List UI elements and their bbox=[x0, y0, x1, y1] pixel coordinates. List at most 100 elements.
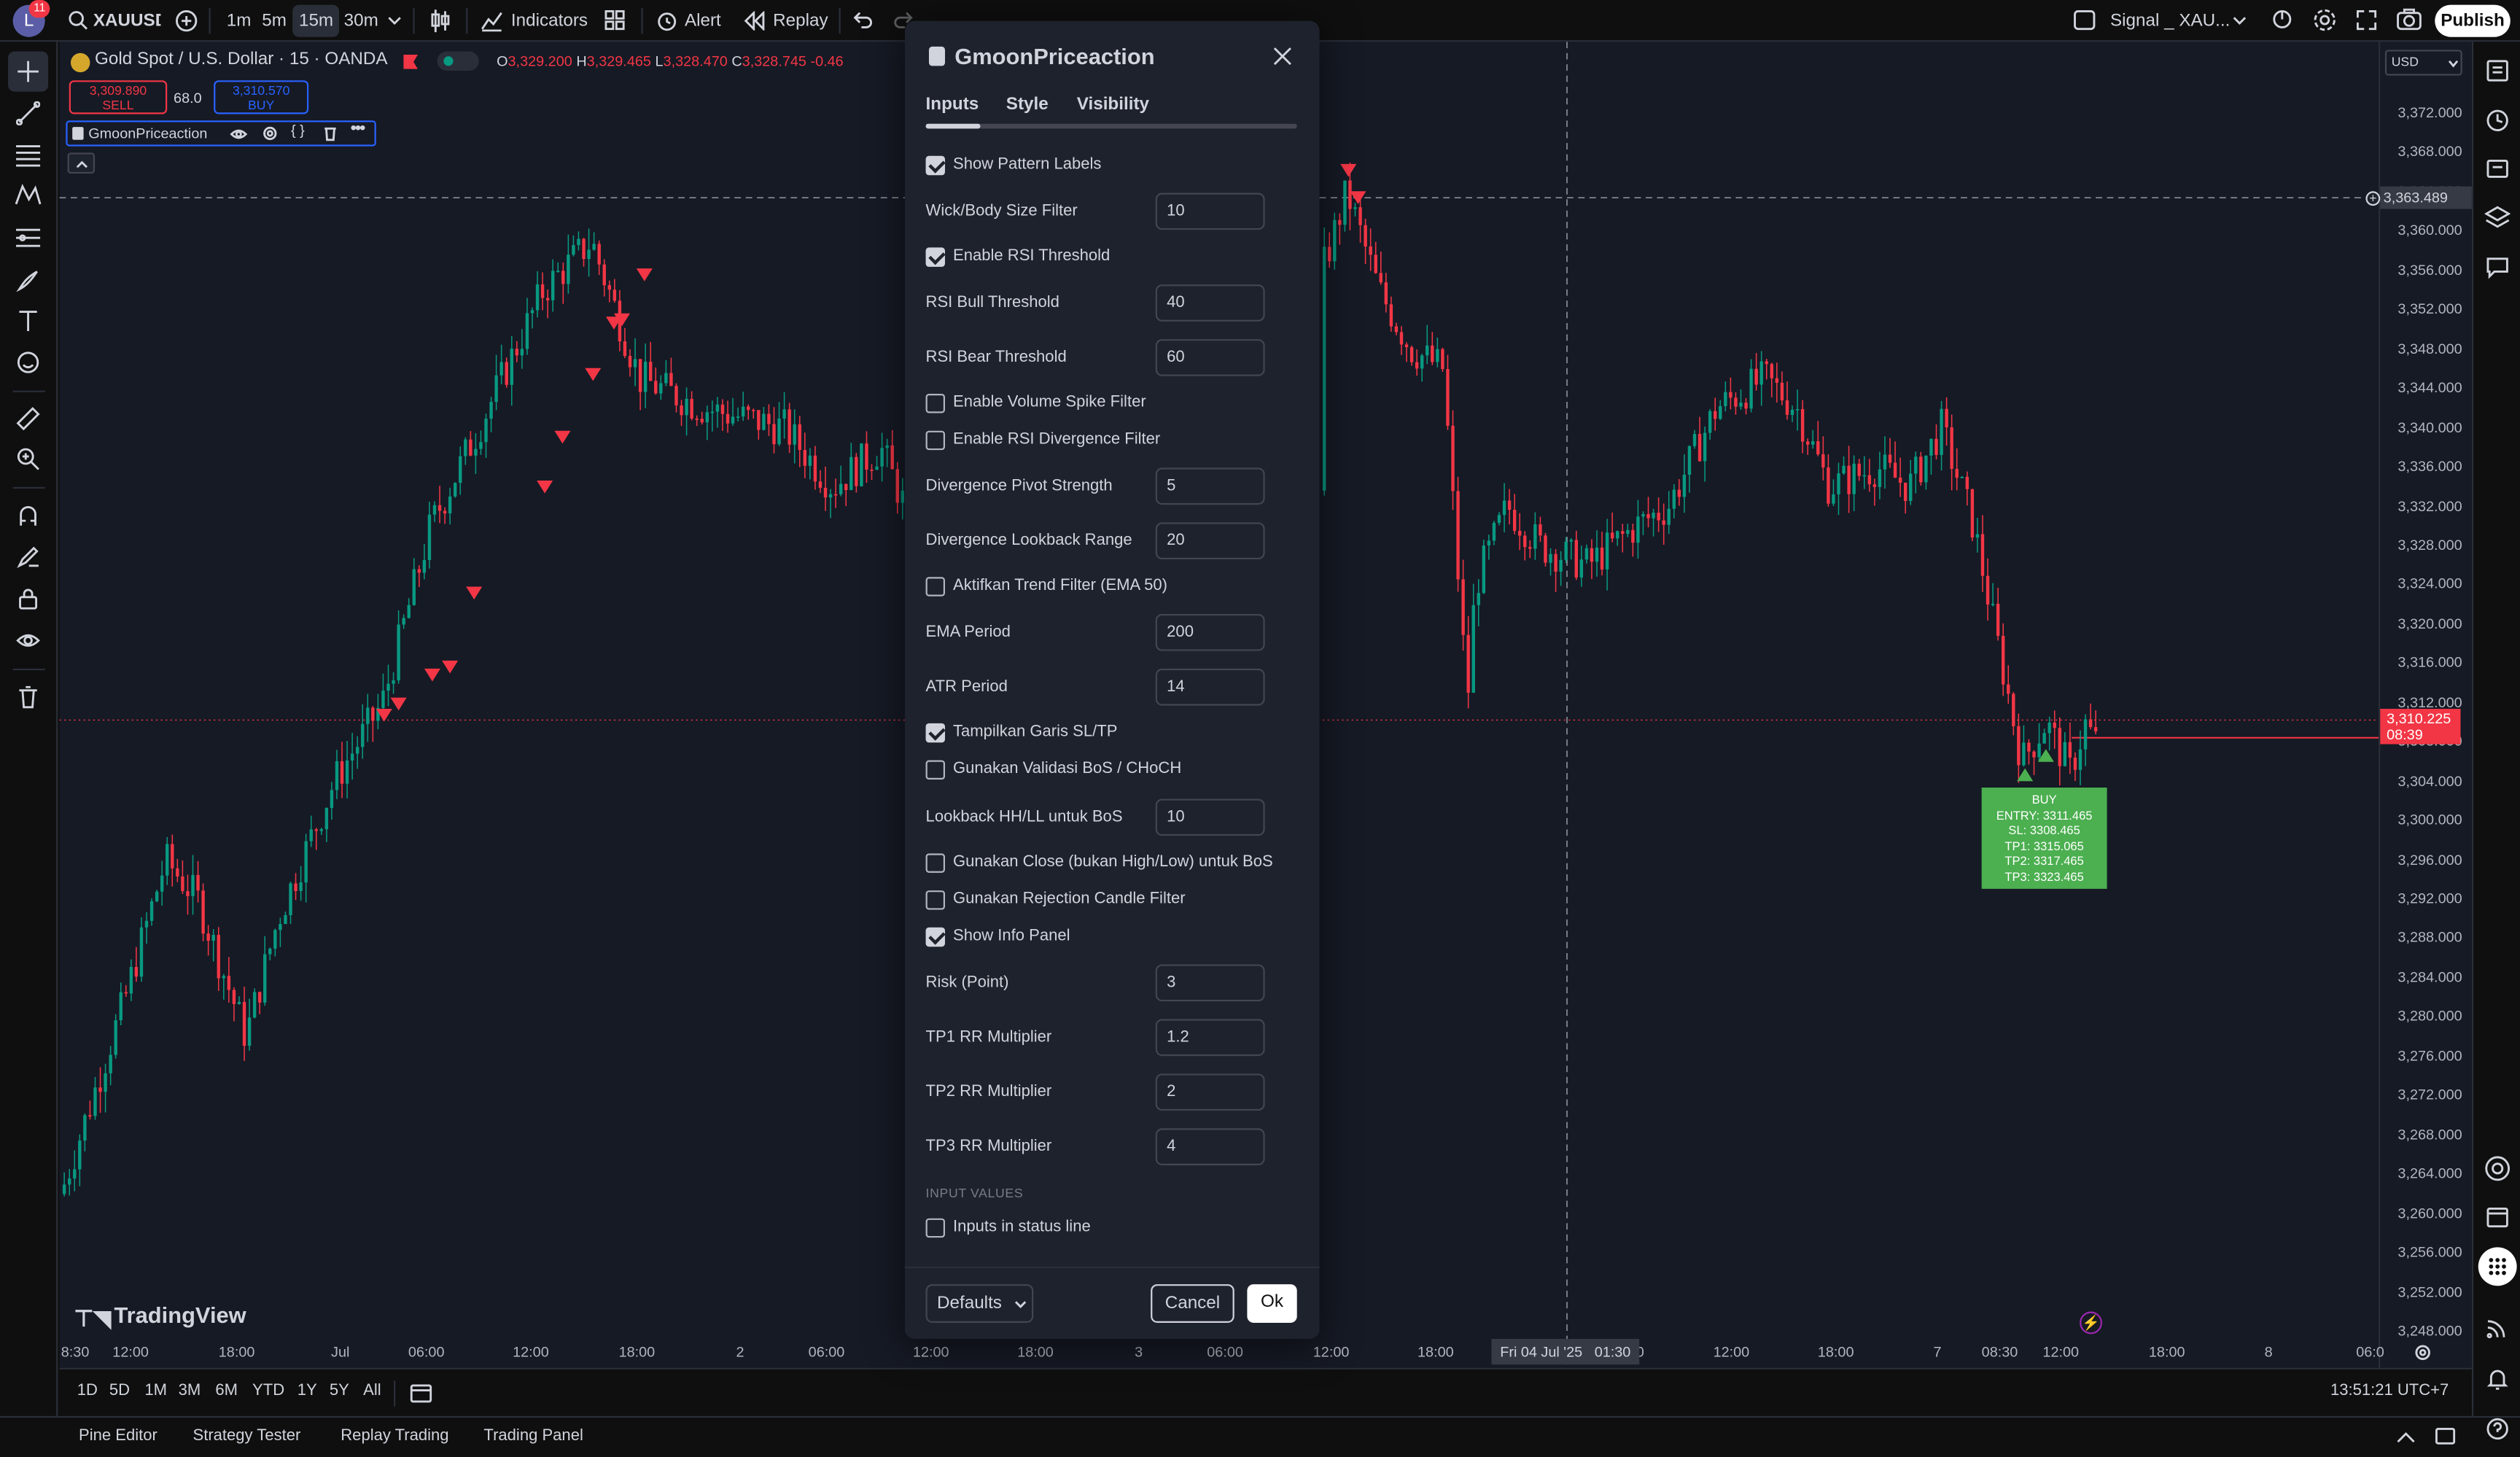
status-line-checkbox[interactable] bbox=[925, 1218, 946, 1238]
ema-period-input[interactable]: 200 bbox=[1155, 613, 1265, 651]
forecast-tool-icon[interactable] bbox=[15, 225, 42, 249]
publish-button[interactable]: Publish bbox=[2435, 4, 2511, 37]
tp2-multiplier-input[interactable]: 2 bbox=[1155, 1073, 1265, 1111]
crosshair-icon[interactable] bbox=[16, 60, 40, 84]
search-icon[interactable] bbox=[68, 9, 89, 31]
tab-style[interactable]: Style bbox=[1006, 95, 1049, 114]
chat-icon[interactable] bbox=[2485, 254, 2511, 279]
apps-grid-icon[interactable] bbox=[2478, 1247, 2517, 1286]
candle-type-icon[interactable] bbox=[429, 8, 451, 34]
range-button-5d[interactable]: 5D bbox=[109, 1382, 131, 1400]
collapse-legend-button[interactable] bbox=[67, 152, 96, 174]
volume-spike-checkbox[interactable] bbox=[925, 394, 946, 413]
chevron-down-icon[interactable] bbox=[387, 15, 402, 28]
currency-select[interactable]: USD bbox=[2384, 50, 2462, 76]
trend-filter-checkbox[interactable] bbox=[925, 577, 946, 597]
emoji-icon[interactable] bbox=[16, 350, 40, 374]
replay-button[interactable]: Replay bbox=[773, 11, 828, 31]
notifications-bell-icon[interactable] bbox=[2485, 1366, 2511, 1391]
risk-input[interactable]: 3 bbox=[1155, 964, 1265, 1002]
range-button-3m[interactable]: 3M bbox=[178, 1382, 201, 1400]
lock-icon[interactable] bbox=[16, 586, 40, 610]
settings-gear-icon[interactable] bbox=[2313, 8, 2337, 32]
stay-in-drawing-mode-icon[interactable] bbox=[16, 545, 40, 569]
layout-icon[interactable] bbox=[2073, 9, 2096, 31]
fullscreen-icon[interactable] bbox=[2356, 9, 2377, 31]
symbol-search-button[interactable]: XAUUSD bbox=[93, 11, 161, 31]
ruler-icon[interactable] bbox=[16, 407, 40, 431]
eye-icon[interactable] bbox=[16, 629, 40, 653]
range-button-all[interactable]: All bbox=[363, 1382, 381, 1400]
indicators-button[interactable]: Indicators bbox=[510, 11, 588, 31]
symbol-title[interactable]: Gold Spot / U.S. Dollar · 15 · OANDA bbox=[95, 50, 388, 69]
lightning-icon[interactable]: ⚡ bbox=[2080, 1311, 2102, 1334]
sltp-lines-checkbox[interactable] bbox=[925, 723, 946, 743]
redo-icon[interactable] bbox=[893, 11, 913, 28]
tab-visibility[interactable]: Visibility bbox=[1076, 95, 1150, 114]
interval-1m[interactable]: 1m bbox=[226, 11, 252, 31]
range-button-1d[interactable]: 1D bbox=[77, 1382, 98, 1400]
calendar-goto-icon[interactable] bbox=[410, 1383, 432, 1404]
add-alert-icon[interactable]: + bbox=[2365, 191, 2381, 206]
interval-5m[interactable]: 5m bbox=[262, 11, 287, 31]
clock-timezone[interactable]: 13:51:21 UTC+7 bbox=[2330, 1382, 2449, 1400]
range-button-6m[interactable]: 6M bbox=[215, 1382, 238, 1400]
tp1-multiplier-input[interactable]: 1.2 bbox=[1155, 1019, 1265, 1057]
pattern-tool-icon[interactable] bbox=[15, 183, 42, 207]
source-code-icon[interactable]: { } bbox=[290, 122, 305, 139]
atr-period-input[interactable]: 14 bbox=[1155, 668, 1265, 706]
flag-icon[interactable] bbox=[403, 54, 419, 69]
interval-30m[interactable]: 30m bbox=[343, 11, 378, 31]
price-scale[interactable]: USD 3,372.0003,368.0003,364.0003,360.000… bbox=[2365, 42, 2474, 1368]
divergence-pivot-input[interactable]: 5 bbox=[1155, 467, 1265, 505]
calendar-icon[interactable] bbox=[2485, 1204, 2511, 1229]
range-button-ytd[interactable]: YTD bbox=[252, 1382, 285, 1400]
rsi-divergence-checkbox[interactable] bbox=[925, 430, 946, 451]
magnet-icon[interactable] bbox=[16, 503, 40, 527]
cancel-button[interactable]: Cancel bbox=[1151, 1284, 1234, 1323]
brush-icon[interactable] bbox=[16, 268, 40, 292]
maximize-panel-icon[interactable] bbox=[2435, 1427, 2456, 1445]
watchlist-icon[interactable] bbox=[2485, 58, 2511, 83]
tab-replay-trading[interactable]: Replay Trading bbox=[341, 1427, 449, 1445]
lookback-bos-input[interactable]: 10 bbox=[1155, 799, 1265, 836]
chevron-down-icon[interactable] bbox=[2232, 15, 2247, 28]
stream-rss-icon[interactable] bbox=[2485, 1315, 2511, 1340]
alarm-clock-icon[interactable] bbox=[656, 9, 678, 32]
range-button-1m[interactable]: 1M bbox=[144, 1382, 168, 1400]
range-button-1y[interactable]: 1Y bbox=[297, 1382, 317, 1400]
target-icon[interactable] bbox=[2483, 1154, 2512, 1184]
rsi-bull-input[interactable]: 40 bbox=[1155, 284, 1265, 322]
alert-button[interactable]: Alert bbox=[684, 11, 721, 31]
tab-pine-editor[interactable]: Pine Editor bbox=[79, 1427, 158, 1445]
fib-retracement-icon[interactable] bbox=[15, 143, 42, 167]
time-scale-settings-icon[interactable] bbox=[2414, 1344, 2432, 1361]
tab-inputs[interactable]: Inputs bbox=[925, 95, 979, 114]
trash-icon[interactable] bbox=[323, 125, 338, 141]
show-pattern-labels-checkbox[interactable] bbox=[925, 155, 946, 176]
ok-button[interactable]: Ok bbox=[1247, 1284, 1297, 1323]
tp3-multiplier-input[interactable]: 4 bbox=[1155, 1128, 1265, 1165]
templates-grid-icon[interactable] bbox=[604, 9, 626, 31]
quick-search-icon[interactable] bbox=[2271, 8, 2295, 32]
close-icon[interactable] bbox=[1273, 47, 1292, 66]
add-symbol-icon[interactable] bbox=[175, 9, 198, 32]
buy-button[interactable]: 3,310.570 BUY bbox=[214, 80, 309, 114]
zoom-in-icon[interactable] bbox=[16, 447, 40, 471]
interval-15m[interactable]: 15m bbox=[292, 4, 340, 37]
more-options-icon[interactable]: ••• bbox=[350, 119, 365, 139]
range-button-5y[interactable]: 5Y bbox=[329, 1382, 349, 1400]
replay-icon[interactable] bbox=[744, 11, 765, 31]
rsi-bear-input[interactable]: 60 bbox=[1155, 339, 1265, 376]
camera-snapshot-icon[interactable] bbox=[2396, 8, 2422, 31]
settings-gear-icon[interactable] bbox=[262, 125, 278, 141]
trend-line-icon[interactable] bbox=[16, 101, 41, 125]
info-panel-checkbox[interactable] bbox=[925, 927, 946, 947]
close-bos-checkbox[interactable] bbox=[925, 853, 946, 873]
eye-icon[interactable] bbox=[230, 127, 248, 141]
sell-button[interactable]: 3,309.890 SELL bbox=[69, 80, 168, 114]
help-icon[interactable] bbox=[2485, 1416, 2511, 1442]
tab-trading-panel[interactable]: Trading Panel bbox=[483, 1427, 583, 1445]
text-tool-icon[interactable] bbox=[16, 308, 40, 333]
news-icon[interactable] bbox=[2485, 156, 2511, 182]
